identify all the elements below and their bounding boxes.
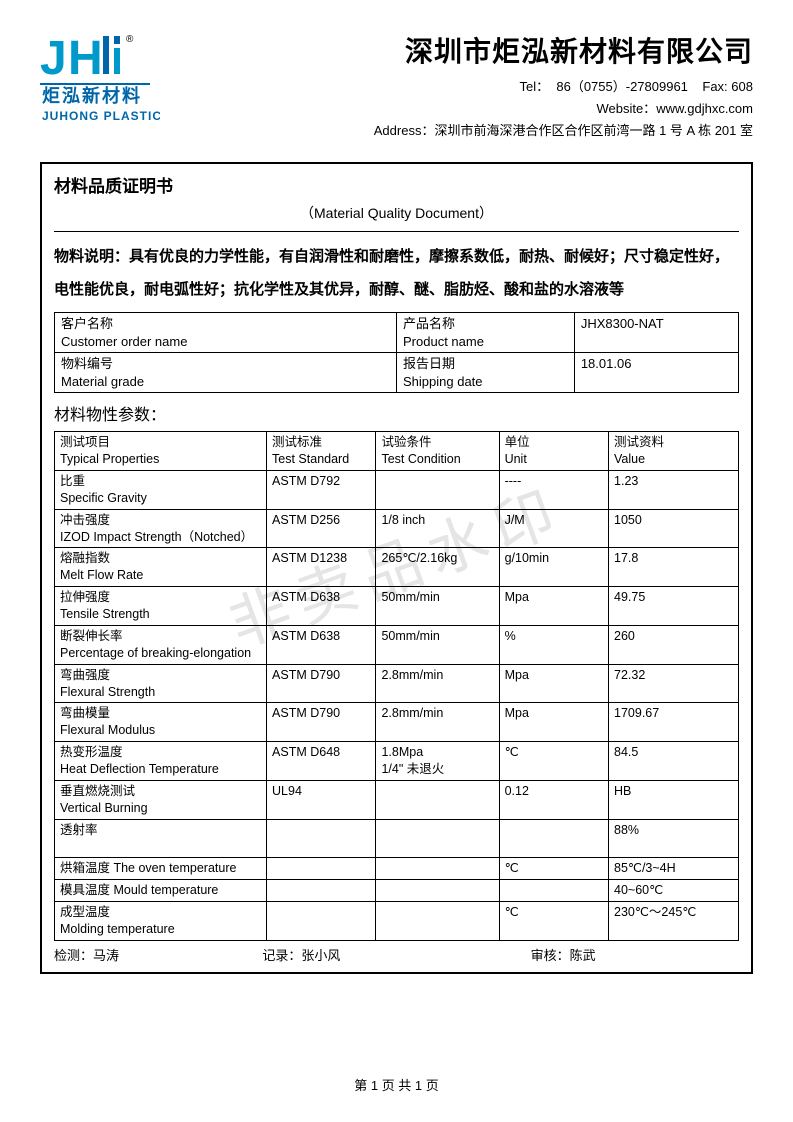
divider — [54, 231, 739, 232]
svg-text:J: J — [40, 32, 67, 85]
table-row: 热变形温度Heat Deflection TemperatureASTM D64… — [55, 742, 739, 781]
doc-title: 材料品质证明书 — [54, 172, 739, 197]
properties-table: 测试项目Typical Properties 测试标准Test Standard… — [54, 431, 739, 941]
tester-signature: 检测：马涛 — [54, 945, 262, 964]
table-header-row: 测试项目Typical Properties 测试标准Test Standard… — [55, 432, 739, 471]
website-line: Website：www.gdjhxc.com — [170, 98, 753, 117]
svg-text:炬泓新材料: 炬泓新材料 — [42, 85, 142, 106]
logo: J H ® 炬泓新材料 JUHONG PLASTIC — [40, 30, 170, 130]
table-row: 烘箱温度 The oven temperature℃85℃/3~4H — [55, 858, 739, 880]
table-row: 透射率 88% — [55, 819, 739, 858]
recorder-signature: 记录：张小风 — [262, 945, 470, 964]
company-info: 深圳市炬泓新材料有限公司 Tel： 86（0755）-27809961 Fax:… — [170, 30, 753, 142]
svg-text:®: ® — [126, 34, 134, 45]
svg-text:JUHONG PLASTIC: JUHONG PLASTIC — [42, 109, 160, 123]
table-row: 熔融指数Melt Flow RateASTM D1238265℃/2.16kgg… — [55, 548, 739, 587]
address-line: Address：深圳市前海深港合作区合作区前湾一路 1 号 A 栋 201 室 — [170, 120, 753, 139]
table-row: 弯曲模量Flexural ModulusASTM D7902.8mm/minMp… — [55, 703, 739, 742]
table-row: 垂直燃烧测试Vertical BurningUL940.12HB — [55, 780, 739, 819]
info-table: 客户名称 Customer order name 产品名称 Product na… — [54, 312, 739, 393]
tel-fax-line: Tel： 86（0755）-27809961 Fax: 608 — [170, 76, 753, 95]
header: J H ® 炬泓新材料 JUHONG PLASTIC 深圳市炬泓新材料有限公司 … — [40, 30, 753, 142]
table-row: 模具温度 Mould temperature40~60℃ — [55, 880, 739, 902]
doc-subtitle: （Material Quality Document） — [54, 203, 739, 223]
company-name: 深圳市炬泓新材料有限公司 — [170, 30, 753, 70]
table-row: 冲击强度IZOD Impact Strength（Notched）ASTM D2… — [55, 509, 739, 548]
table-row: 断裂伸长率Percentage of breaking-elongationAS… — [55, 625, 739, 664]
table-row: 拉伸强度Tensile StrengthASTM D63850mm/minMpa… — [55, 587, 739, 626]
svg-text:H: H — [68, 32, 103, 85]
reviewer-signature: 审核：陈武 — [471, 945, 739, 964]
table-row: 成型温度Molding temperature℃230℃～245℃ — [55, 902, 739, 941]
document-box: 材料品质证明书 （Material Quality Document） 物料说明… — [40, 162, 753, 974]
props-section-title: 材料物性参数： — [54, 401, 739, 425]
signatures-row: 检测：马涛 记录：张小风 审核：陈武 — [54, 941, 739, 964]
page-footer: 第 1 页 共 1 页 — [0, 1075, 793, 1094]
material-description: 物料说明：具有优良的力学性能，有自润滑性和耐磨性，摩擦系数低，耐热、耐候好；尺寸… — [54, 240, 739, 306]
table-row: 弯曲强度Flexural StrengthASTM D7902.8mm/minM… — [55, 664, 739, 703]
table-row: 比重Specific GravityASTM D792----1.23 — [55, 470, 739, 509]
